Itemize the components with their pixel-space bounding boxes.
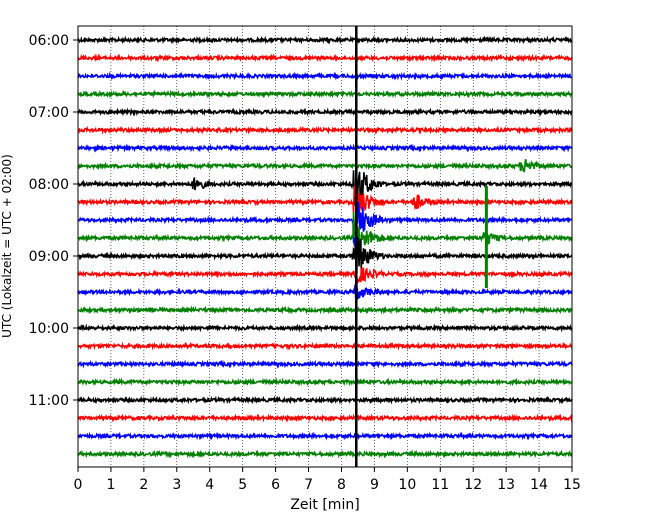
- x-tick-label: 14: [530, 477, 548, 493]
- x-tick-label: 13: [497, 477, 515, 493]
- seismic-traces: [77, 35, 573, 459]
- y-axis-label: UTC (Lokalzeit = UTC + 02:00): [0, 154, 14, 338]
- y-tick-label: 09:00: [29, 249, 69, 265]
- trace-line: [77, 159, 573, 173]
- y-tick-label: 06:00: [29, 33, 69, 49]
- trace-line: [77, 35, 573, 45]
- trace-line: [77, 143, 573, 153]
- x-tick-label: 0: [74, 477, 83, 493]
- trace-line: [77, 359, 573, 369]
- x-axis-ticks: 0 1 2 3 4 5 6 7 8 9 10 11 12 13 14 15: [74, 467, 581, 493]
- trace-line: [77, 89, 573, 99]
- x-tick-label: 12: [464, 477, 482, 493]
- x-tick-label: 4: [205, 477, 214, 493]
- y-tick-label: 08:00: [29, 177, 69, 193]
- x-tick-label: 1: [106, 477, 115, 493]
- trace-line: [77, 267, 573, 284]
- x-tick-label: 5: [238, 477, 247, 493]
- trace-line: [77, 323, 573, 333]
- trace-line: [77, 236, 573, 278]
- trace-line: [77, 125, 573, 135]
- trace-line: [77, 305, 573, 315]
- trace-line: [77, 431, 573, 441]
- trace-line: [77, 413, 573, 423]
- x-tick-label: 7: [304, 477, 313, 493]
- trace-line: [77, 341, 573, 351]
- trace-line: [77, 283, 573, 300]
- trace-line: [77, 162, 573, 206]
- x-tick-label: 15: [563, 477, 581, 493]
- trace-line: [77, 185, 573, 218]
- x-tick-label: 11: [431, 477, 449, 493]
- trace-line: [77, 53, 573, 63]
- x-tick-label: 8: [337, 477, 346, 493]
- x-axis-label: Zeit [min]: [290, 497, 359, 513]
- trace-line: [77, 201, 573, 247]
- x-tick-label: 2: [139, 477, 148, 493]
- x-tick-label: 3: [172, 477, 181, 493]
- x-tick-label: 10: [398, 477, 416, 493]
- y-tick-label: 10:00: [29, 321, 69, 337]
- trace-line: [77, 71, 573, 81]
- y-tick-label: 11:00: [29, 393, 69, 409]
- trace-line: [77, 107, 573, 117]
- y-tick-label: 07:00: [29, 105, 69, 121]
- plot-frame: [77, 25, 573, 468]
- y-axis-ticks: 06:00 07:00 08:00 09:00 10:00 11:00: [29, 33, 78, 409]
- trace-line: [77, 449, 573, 459]
- x-tick-label: 6: [271, 477, 280, 493]
- trace-line: [77, 377, 573, 387]
- trace-line: [77, 212, 573, 256]
- trace-line: [77, 395, 573, 405]
- x-tick-label: 9: [370, 477, 379, 493]
